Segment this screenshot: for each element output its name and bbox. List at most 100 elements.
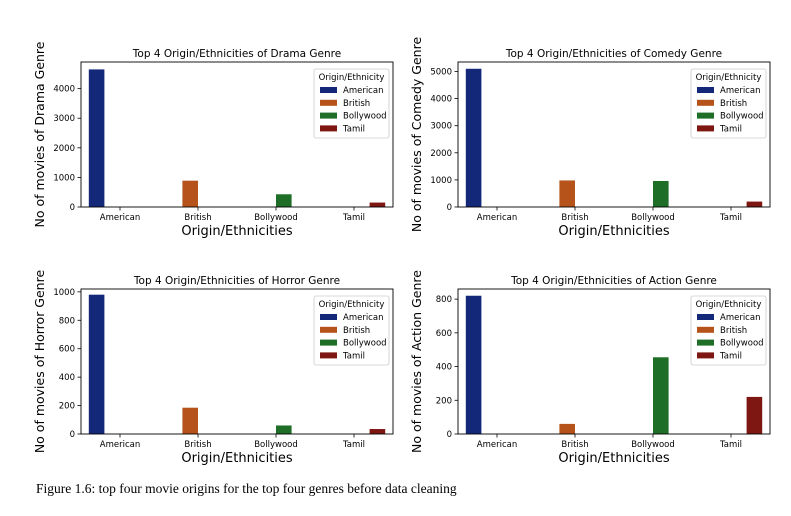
bar-bollywood — [653, 180, 669, 207]
legend-swatch-american — [697, 87, 714, 93]
legend-label-bollywood: Bollywood — [343, 112, 387, 122]
legend-label-american: American — [343, 313, 383, 323]
legend-label-bollywood: Bollywood — [343, 339, 387, 349]
legend-label-bollywood: Bollywood — [720, 112, 764, 122]
y-tick-label: 1000 — [430, 176, 452, 186]
legend-swatch-tamil — [320, 125, 337, 132]
x-tick-label: American — [100, 440, 140, 450]
chart-title: Top 4 Origin/Ethnicities of Horror Genre — [133, 275, 340, 287]
y-tick-label: 4000 — [53, 85, 75, 95]
chart-0: Top 4 Origin/Ethnicities of Drama Genre A… — [32, 41, 394, 239]
y-tick-label: 1000 — [53, 288, 75, 298]
legend-label-british: British — [720, 326, 747, 336]
x-tick-label: Tamil — [719, 440, 742, 450]
bar-british — [182, 180, 198, 207]
legend-swatch-british — [320, 99, 337, 106]
chart-title: Top 4 Origin/Ethnicities of Action Genre — [510, 275, 717, 287]
x-tick-label: Bollywood — [631, 213, 675, 223]
legend-box — [690, 68, 767, 139]
y-tick-label: 800 — [59, 316, 75, 326]
legend-swatch-british — [320, 326, 337, 333]
legend-label-american: American — [343, 86, 383, 96]
legend-swatch-american — [320, 87, 337, 93]
legend-label-tamil: Tamil — [342, 351, 365, 361]
chart-2: Top 4 Origin/Ethnicities of Horror Genre… — [32, 270, 394, 466]
x-tick-label: British — [184, 213, 211, 223]
y-tick-label: 0 — [70, 203, 75, 213]
legend-label-tamil: Tamil — [342, 124, 365, 134]
bar-american — [465, 295, 482, 434]
bar-bollywood — [276, 194, 292, 207]
legend-swatch-bollywood — [697, 112, 714, 119]
y-tick-label: 0 — [70, 430, 75, 440]
y-tick-label: 0 — [447, 430, 452, 440]
chart-1: Top 4 Origin/Ethnicities of Comedy Genre… — [409, 37, 771, 239]
plot-frame — [457, 61, 771, 208]
legend-label-british: British — [343, 326, 370, 336]
legend-box — [313, 295, 390, 366]
y-axis-label: No of movies of Drama Genre — [32, 41, 47, 227]
bar-tamil — [369, 202, 386, 207]
x-tick-label: British — [561, 440, 588, 450]
legend-title: Origin/Ethnicity — [319, 300, 385, 310]
y-tick-label: 5000 — [430, 67, 452, 77]
legend-swatch-tamil — [697, 125, 714, 132]
legend-swatch-bollywood — [697, 339, 714, 346]
plot-frame — [457, 288, 771, 435]
y-tick-label: 3000 — [430, 122, 452, 132]
legend-swatch-american — [697, 314, 714, 320]
y-axis-label: No of movies of Horror Genre — [32, 270, 47, 454]
bar-british — [559, 423, 575, 434]
y-tick-label: 2000 — [53, 144, 75, 154]
y-tick-label: 600 — [59, 345, 75, 355]
y-axis-label: No of movies of Comedy Genre — [409, 37, 424, 233]
bar-tamil — [369, 429, 386, 434]
y-tick-label: 3000 — [53, 114, 75, 124]
legend-label-tamil: Tamil — [719, 124, 742, 134]
legend-swatch-bollywood — [320, 112, 337, 119]
figure-caption: Figure 1.6: top four movie origins for t… — [36, 481, 457, 496]
legend-label-british: British — [720, 99, 747, 109]
legend-box — [313, 68, 390, 139]
bar-tamil — [746, 396, 763, 434]
bar-tamil — [746, 201, 763, 207]
bar-british — [559, 180, 575, 207]
legend-title: Origin/Ethnicity — [319, 73, 385, 83]
x-tick-label: Tamil — [342, 213, 365, 223]
x-tick-label: Bollywood — [631, 440, 675, 450]
plot-frame — [80, 61, 394, 208]
legend-swatch-tamil — [320, 352, 337, 359]
legend-swatch-british — [697, 99, 714, 106]
y-tick-label: 4000 — [430, 95, 452, 105]
y-tick-label: 200 — [436, 396, 452, 406]
x-tick-label: British — [184, 440, 211, 450]
x-tick-label: American — [477, 213, 517, 223]
legend-swatch-american — [320, 314, 337, 320]
plot-frame — [80, 288, 394, 435]
y-tick-label: 800 — [436, 295, 452, 305]
bar-bollywood — [276, 425, 292, 434]
x-tick-label: Bollywood — [254, 213, 298, 223]
y-tick-label: 400 — [436, 363, 452, 373]
x-tick-label: Bollywood — [254, 440, 298, 450]
bar-american — [465, 68, 482, 208]
chart-3: Top 4 Origin/Ethnicities of Action Genre… — [409, 270, 771, 466]
y-tick-label: 200 — [59, 402, 75, 412]
y-axis-label: No of movies of Action Genre — [409, 270, 424, 453]
y-tick-label: 0 — [447, 203, 452, 213]
x-tick-label: American — [477, 440, 517, 450]
x-axis-label: Origin/Ethnicities — [558, 224, 670, 239]
legend-swatch-bollywood — [320, 339, 337, 346]
legend-label-british: British — [343, 99, 370, 109]
bar-bollywood — [653, 357, 669, 434]
legend-box — [690, 295, 767, 366]
legend-title: Origin/Ethnicity — [696, 73, 762, 83]
x-tick-label: American — [100, 213, 140, 223]
bar-american — [88, 69, 105, 208]
legend-title: Origin/Ethnicity — [696, 300, 762, 310]
y-tick-label: 600 — [436, 329, 452, 339]
chart-title: Top 4 Origin/Ethnicities of Drama Genre — [132, 48, 341, 60]
x-tick-label: Tamil — [719, 213, 742, 223]
x-axis-label: Origin/Ethnicities — [558, 451, 670, 466]
